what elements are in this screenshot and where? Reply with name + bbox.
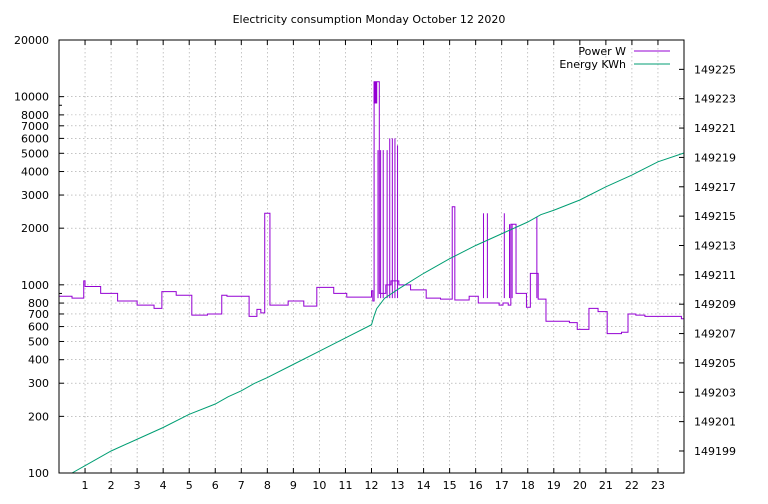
y-tick-label: 500 [28, 335, 49, 348]
x-tick-label: 7 [238, 479, 245, 492]
x-tick-label: 9 [290, 479, 297, 492]
legend-power-label: Power W [578, 45, 626, 58]
y2-tick-label: 149219 [694, 151, 736, 164]
y-tick-label: 100 [28, 467, 49, 480]
x-tick-label: 3 [134, 479, 141, 492]
x-tick-label: 22 [625, 479, 639, 492]
y2-tick-label: 149217 [694, 181, 736, 194]
x-tick-label: 21 [599, 479, 613, 492]
y-tick-label: 4000 [21, 166, 49, 179]
y-tick-label: 400 [28, 354, 49, 367]
y2-tick-label: 149225 [694, 63, 736, 76]
x-tick-label: 11 [338, 479, 352, 492]
y-tick-label: 200 [28, 410, 49, 423]
y-tick-label: 2000 [21, 222, 49, 235]
y-tick-label: 800 [28, 297, 49, 310]
gridlines [59, 40, 684, 473]
y-tick-label: 700 [28, 308, 49, 321]
y2-tick-label: 149209 [694, 298, 736, 311]
y2-tick-label: 149213 [694, 239, 736, 252]
x-tick-label: 16 [469, 479, 483, 492]
x-tick-label: 15 [443, 479, 457, 492]
y2-tick-label: 149203 [694, 386, 736, 399]
energy-series [71, 152, 685, 474]
x-tick-label: 1 [82, 479, 89, 492]
x-tick-label: 4 [160, 479, 167, 492]
y2-tick-label: 149207 [694, 328, 736, 341]
y-tick-label: 7000 [21, 120, 49, 133]
x-tick-label: 12 [365, 479, 379, 492]
y2-tick-label: 149221 [694, 122, 736, 135]
y2-tick-label: 149201 [694, 416, 736, 429]
y-tick-label: 3000 [21, 189, 49, 202]
power-burst [373, 81, 378, 104]
y-tick-label: 1000 [21, 279, 49, 292]
x-tick-label: 20 [573, 479, 587, 492]
y2-tick-label: 149215 [694, 210, 736, 223]
y-tick-label: 600 [28, 321, 49, 334]
y-tick-label: 5000 [21, 147, 49, 160]
power-line [59, 81, 684, 335]
x-tick-label: 23 [651, 479, 665, 492]
legend-energy-label: Energy KWh [559, 58, 626, 71]
y-tick-label: 6000 [21, 132, 49, 145]
x-tick-label: 13 [391, 479, 405, 492]
x-tick-label: 10 [312, 479, 326, 492]
axis-ticks: 1 2 3 4 5 6 7 8 9 10 11 12 13 14 15 16 17 18 19 20 21 22 23100… [14, 34, 736, 492]
x-tick-label: 6 [212, 479, 219, 492]
x-tick-label: 18 [521, 479, 535, 492]
y2-tick-label: 149205 [694, 357, 736, 370]
legend: Power W Energy KWh [559, 45, 670, 71]
y2-tick-label: 149223 [694, 93, 736, 106]
x-tick-label: 5 [186, 479, 193, 492]
x-tick-label: 17 [495, 479, 509, 492]
y-tick-label: 20000 [14, 34, 49, 47]
x-tick-label: 19 [547, 479, 561, 492]
x-tick-label: 2 [108, 479, 115, 492]
x-tick-label: 8 [264, 479, 271, 492]
chart-title: Electricity consumption Monday October 1… [233, 13, 506, 26]
y-tick-label: 10000 [14, 91, 49, 104]
power-series [59, 81, 684, 335]
y-tick-label: 300 [28, 377, 49, 390]
y2-tick-label: 149199 [694, 445, 736, 458]
y2-tick-label: 149211 [694, 269, 736, 282]
energy-line [71, 152, 685, 474]
x-tick-label: 14 [417, 479, 431, 492]
y-tick-label: 8000 [21, 109, 49, 122]
